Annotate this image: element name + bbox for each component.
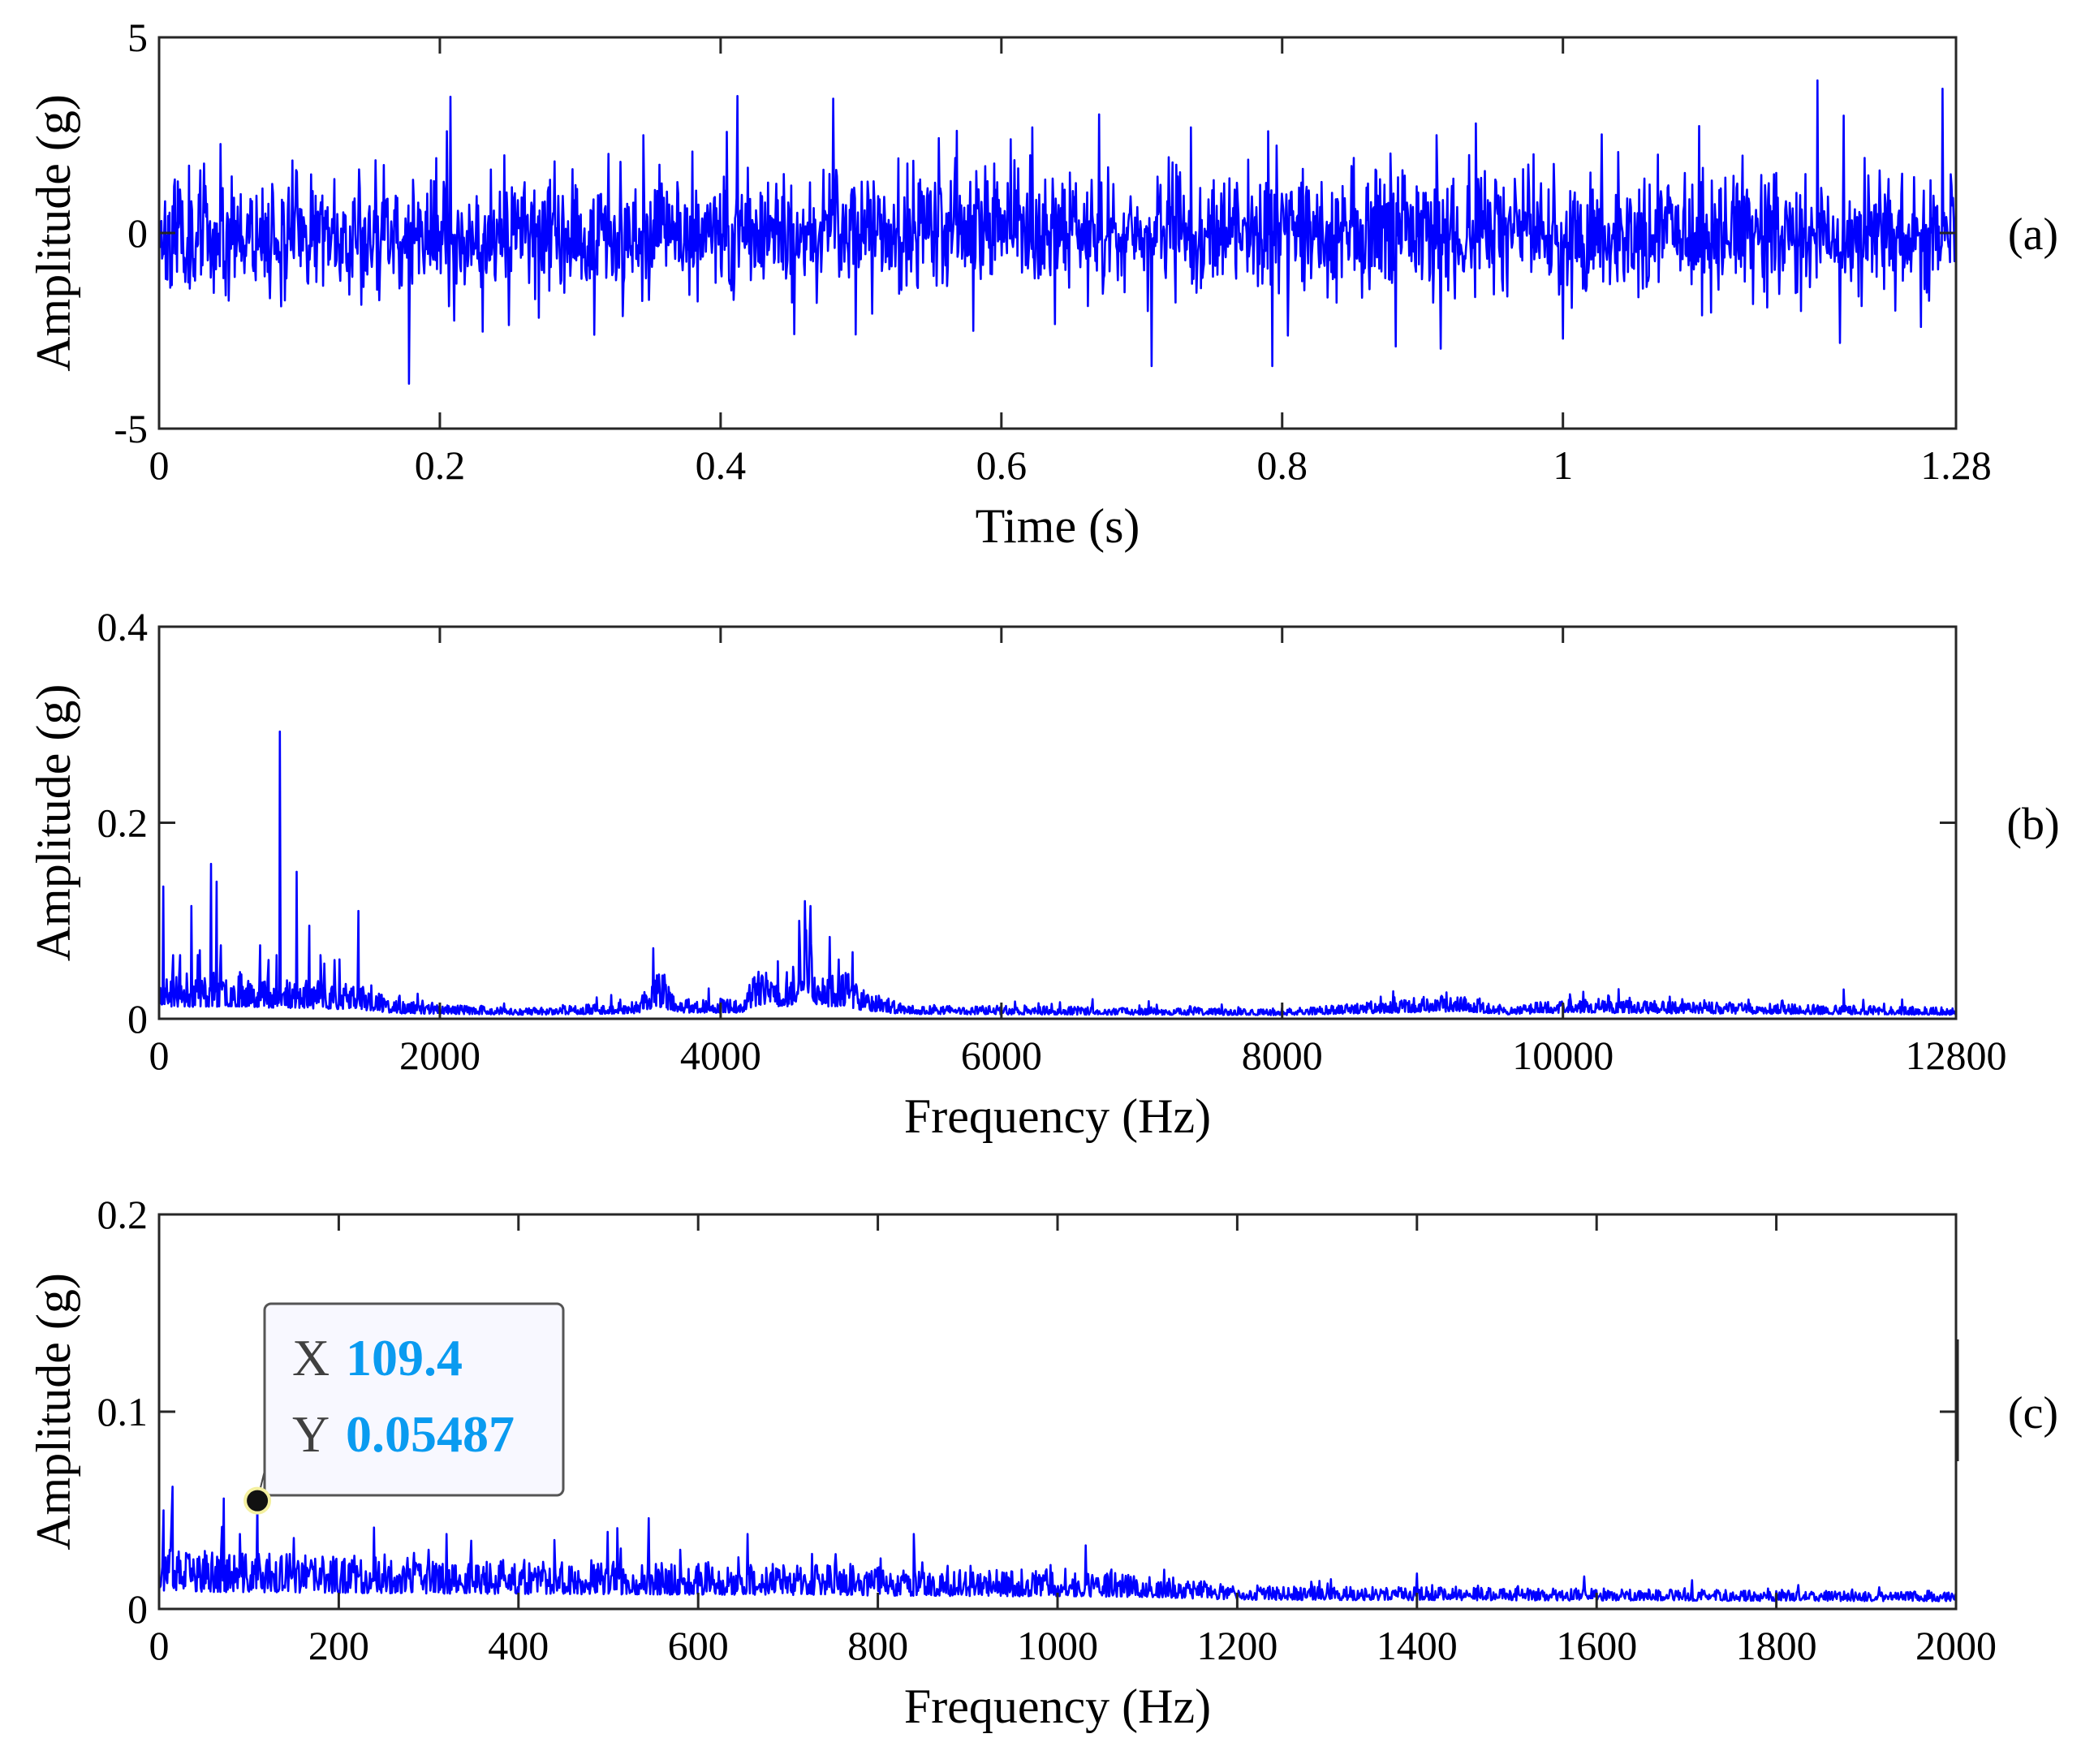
y-tick-label: -5 — [114, 406, 148, 451]
panel-label: (c) — [2008, 1388, 2058, 1438]
panel-label: (b) — [2006, 800, 2059, 850]
datatip-y-value: 0.05487 — [346, 1405, 515, 1463]
x-tick-label: 0.4 — [696, 442, 747, 488]
datatip-x-value: 109.4 — [346, 1329, 463, 1387]
x-tick-label: 4000 — [680, 1033, 761, 1078]
series-line-a-0 — [159, 79, 1956, 385]
y-tick-label: 0 — [127, 210, 148, 256]
x-tick-label: 2000 — [1915, 1623, 1997, 1668]
x-tick-label: 1600 — [1556, 1623, 1637, 1668]
x-tick-label: 8000 — [1242, 1033, 1323, 1078]
y-tick-label: 5 — [127, 15, 148, 60]
x-tick-label: 2000 — [399, 1033, 480, 1078]
y-tick-label: 0 — [127, 996, 148, 1042]
datatip-y-key: Y — [292, 1405, 330, 1463]
x-tick-label: 0.6 — [976, 442, 1028, 488]
panel-c: 0 200 400 600 800 1000 1200 1400 1600 1800 2000 0 0.… — [27, 1192, 2058, 1733]
x-axis-label: Frequency (Hz) — [904, 1089, 1211, 1143]
axes-box-b — [157, 625, 1958, 1020]
y-tick-label: 0.2 — [97, 1192, 149, 1237]
x-tick-label: 600 — [668, 1623, 729, 1668]
x-tick-label: 0.2 — [415, 442, 466, 488]
datatip-x-key: X — [292, 1329, 330, 1387]
x-tick-label: 800 — [847, 1623, 908, 1668]
panel-label: (a) — [2008, 209, 2058, 260]
x-tick-label: 0.8 — [1257, 442, 1308, 488]
x-tick-label: 0 — [149, 1623, 170, 1668]
x-tick-label: 0 — [149, 442, 170, 488]
y-axis-label: Amplitude (g) — [27, 1273, 80, 1551]
x-tick-label: 400 — [488, 1623, 549, 1668]
x-tick-label: 1400 — [1377, 1623, 1458, 1668]
y-tick-label: 0 — [127, 1586, 148, 1632]
x-tick-label: 1 — [1553, 442, 1573, 488]
y-axis-label: Amplitude (g) — [27, 684, 80, 962]
series-line-b-0 — [159, 730, 1956, 1016]
x-tick-label: 10000 — [1512, 1033, 1614, 1078]
panel-b: 0 2000 4000 6000 8000 10000 12800 0 0.2 0.4 Freque… — [27, 604, 2060, 1143]
datatip-box[interactable] — [263, 1302, 565, 1497]
y-axis-label: Amplitude (g) — [27, 94, 80, 372]
x-tick-label: 1800 — [1736, 1623, 1817, 1668]
x-tick-label: 6000 — [961, 1033, 1042, 1078]
y-tick-label: 0.2 — [97, 800, 149, 846]
x-axis-label: Frequency (Hz) — [904, 1680, 1211, 1733]
datatip-marker[interactable] — [243, 1486, 272, 1515]
y-tick-label: 0.4 — [97, 604, 149, 649]
y-tick-label: 0.1 — [97, 1389, 149, 1434]
x-tick-label: 12800 — [1906, 1033, 2007, 1078]
x-tick-label: 1200 — [1196, 1623, 1277, 1668]
x-tick-label: 200 — [308, 1623, 369, 1668]
x-tick-label: 1.28 — [1920, 442, 1992, 488]
series-line-c-0 — [159, 1486, 1956, 1602]
x-tick-label: 1000 — [1017, 1623, 1098, 1668]
x-tick-label: 0 — [149, 1033, 170, 1078]
x-axis-label: Time (s) — [976, 499, 1140, 553]
